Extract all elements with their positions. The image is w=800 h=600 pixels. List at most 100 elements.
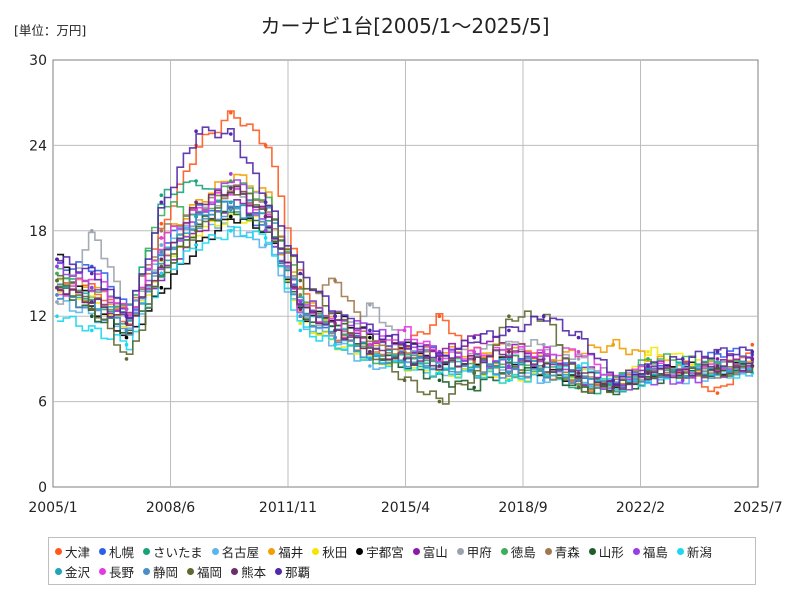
legend-label: 新潟 xyxy=(686,544,712,560)
y-tick-label: 30 xyxy=(29,53,47,69)
x-tick-label: 2025/7 xyxy=(733,500,782,516)
data-point xyxy=(402,378,407,383)
data-point xyxy=(194,129,198,133)
legend-label: 福岡 xyxy=(197,564,223,580)
data-point xyxy=(194,221,198,226)
data-point xyxy=(55,314,59,319)
series-line xyxy=(57,126,754,387)
data-point xyxy=(611,385,615,390)
grid-lines xyxy=(53,60,758,487)
data-point xyxy=(124,357,129,361)
x-tick-label: 2008/6 xyxy=(146,500,195,516)
legend-label: 山形 xyxy=(598,544,624,560)
data-point xyxy=(507,378,511,383)
legend-label: 宇都宮 xyxy=(366,544,404,560)
legend-marker xyxy=(187,567,195,575)
data-point xyxy=(90,285,94,290)
legend-label: 那覇 xyxy=(285,564,311,580)
legend-marker xyxy=(275,567,283,575)
data-point xyxy=(90,328,94,333)
data-point xyxy=(194,179,198,183)
data-point xyxy=(750,357,755,361)
data-point xyxy=(472,357,477,361)
data-point xyxy=(507,314,511,319)
data-point xyxy=(263,214,268,219)
data-point xyxy=(576,335,581,340)
data-point xyxy=(298,271,303,276)
data-point xyxy=(263,221,268,226)
x-tick-label: 2015/4 xyxy=(381,500,430,516)
y-tick-label: 0 xyxy=(38,480,47,496)
data-point xyxy=(541,378,546,383)
legend-item: 甲府 xyxy=(456,541,492,561)
legend-label: 長野 xyxy=(109,564,135,580)
y-tick-label: 12 xyxy=(29,309,47,325)
data-point xyxy=(159,193,164,197)
legend-marker xyxy=(588,547,596,555)
data-point xyxy=(55,264,59,269)
legend-label: 大津 xyxy=(65,544,91,560)
legend-marker xyxy=(676,547,684,555)
data-point xyxy=(194,200,198,205)
data-point xyxy=(159,200,164,205)
legend-label: 金沢 xyxy=(65,564,91,580)
data-point xyxy=(90,229,94,233)
data-point xyxy=(124,335,129,340)
data-point xyxy=(437,378,442,383)
data-point xyxy=(715,364,720,368)
data-point xyxy=(194,229,198,233)
data-point xyxy=(472,385,477,390)
data-point xyxy=(333,335,337,340)
legend-label: 富山 xyxy=(422,544,448,560)
data-point xyxy=(55,300,59,304)
x-tick-label: 2005/1 xyxy=(28,500,77,516)
data-point xyxy=(263,143,268,148)
data-point xyxy=(229,200,233,205)
data-point xyxy=(437,399,442,404)
legend-item: 長野 xyxy=(99,561,134,581)
data-point xyxy=(263,243,268,247)
data-point xyxy=(368,364,372,368)
data-point xyxy=(715,357,720,361)
data-point xyxy=(298,321,303,326)
data-point xyxy=(159,243,164,247)
legend-item: 静岡 xyxy=(143,561,178,581)
data-point xyxy=(298,314,303,319)
legend-marker xyxy=(143,567,151,575)
data-point xyxy=(124,328,129,333)
legend-item: 富山 xyxy=(412,541,448,561)
data-point xyxy=(576,371,581,375)
data-point xyxy=(55,293,59,297)
data-point xyxy=(646,364,650,368)
legend-item: 那覇 xyxy=(275,561,310,581)
data-point xyxy=(90,314,94,319)
series-20 xyxy=(55,126,755,387)
data-point xyxy=(646,350,650,354)
data-point xyxy=(333,342,337,347)
legend-label: 青森 xyxy=(554,544,580,560)
legend-label: 秋田 xyxy=(322,544,348,560)
legend-marker xyxy=(231,567,239,575)
data-point xyxy=(576,385,581,390)
data-point xyxy=(541,342,546,347)
data-point xyxy=(333,278,337,283)
data-point xyxy=(680,371,685,375)
data-point xyxy=(159,285,164,290)
data-point xyxy=(194,243,198,247)
data-point xyxy=(368,303,372,307)
data-point xyxy=(229,110,233,115)
legend-label: 静岡 xyxy=(153,564,179,580)
data-point xyxy=(90,271,94,276)
x-tick-label: 2018/9 xyxy=(498,500,547,516)
legend-marker xyxy=(632,547,640,555)
data-point xyxy=(333,328,337,333)
data-point xyxy=(55,271,59,276)
legend-marker xyxy=(143,547,151,555)
legend-item: 大津 xyxy=(55,541,90,561)
data-point xyxy=(298,328,303,333)
data-point xyxy=(402,359,407,364)
data-point xyxy=(680,378,685,383)
legend-item: 福井 xyxy=(268,541,303,561)
legend-label: 甲府 xyxy=(466,544,492,560)
legend-item: 宇都宮 xyxy=(356,541,404,561)
